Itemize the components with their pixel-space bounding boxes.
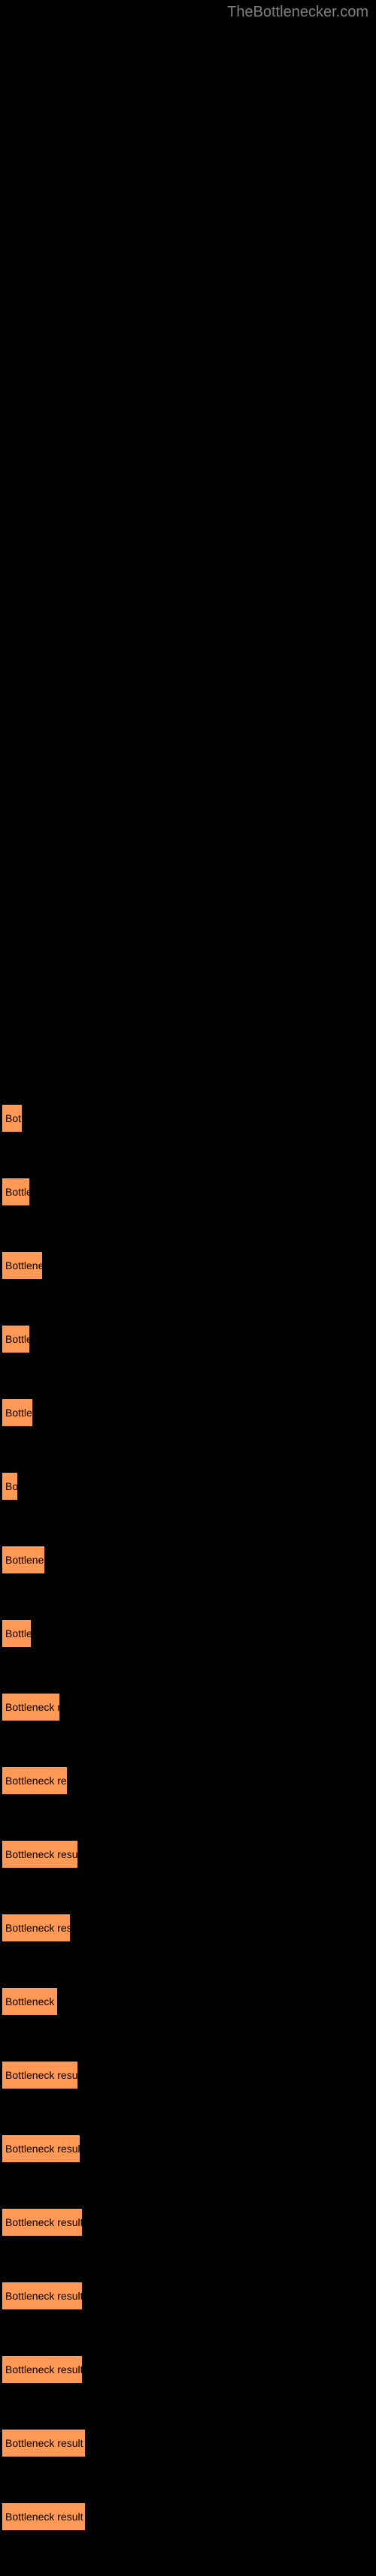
chart-bar: Bottleneck result xyxy=(2,1840,78,1869)
bar-row: Bottle xyxy=(2,1325,376,1353)
chart-bar: Bottleneck result xyxy=(2,2355,83,2384)
chart-bar: Bottleneck r xyxy=(2,1987,58,2016)
bar-row: Bottleneck re xyxy=(2,1693,376,1721)
chart-bar: Bottleneck result xyxy=(2,2502,86,2531)
chart-bar: Bottleneck result xyxy=(2,2208,83,2237)
bar-row: Bottleneck res xyxy=(2,1766,376,1795)
bar-row: Bottleneck result xyxy=(2,2355,376,2384)
chart-bar: Bo xyxy=(2,1472,18,1501)
chart-bar: Bottlenec xyxy=(2,1251,43,1280)
chart-bar: Bottler xyxy=(2,1398,33,1427)
bar-row: Bottleneck result xyxy=(2,2134,376,2163)
chart-bar: Bottlenec xyxy=(2,1546,45,1574)
chart-bar: Bottleneck result xyxy=(2,2061,78,2089)
chart-bar: Bottleneck result xyxy=(2,2282,83,2310)
bar-row: Bottleneck resu xyxy=(2,1914,376,1942)
bar-row: Bottleneck result xyxy=(2,2208,376,2237)
chart-bar: Bottle xyxy=(2,1178,30,1206)
bar-chart: Bot Bottle Bottlenec Bottle Bottler Bo Bottlen… xyxy=(0,1104,376,2531)
chart-bar: Bottleneck result xyxy=(2,2429,86,2457)
chart-bar: Bottle xyxy=(2,1325,30,1353)
bar-row: Bottleneck r xyxy=(2,1987,376,2016)
bar-row: Bottlenec xyxy=(2,1251,376,1280)
bar-row: Bottle xyxy=(2,1178,376,1206)
chart-bar: Bot xyxy=(2,1104,23,1133)
bar-row: Bot xyxy=(2,1104,376,1133)
chart-bar: Bottleneck resu xyxy=(2,1914,71,1942)
bar-row: Bo xyxy=(2,1472,376,1501)
bar-row: Bottleneck result xyxy=(2,2061,376,2089)
bar-row: Bottleneck result xyxy=(2,2282,376,2310)
watermark-text: TheBottlenecker.com xyxy=(227,4,368,21)
bar-row: Bottleneck result xyxy=(2,2429,376,2457)
bar-row: Bottle xyxy=(2,1619,376,1648)
bar-row: Bottler xyxy=(2,1398,376,1427)
top-spacer xyxy=(0,0,376,1104)
chart-bar: Bottleneck re xyxy=(2,1693,60,1721)
chart-bar: Bottleneck res xyxy=(2,1766,68,1795)
bar-row: Bottleneck result xyxy=(2,1840,376,1869)
chart-bar: Bottleneck result xyxy=(2,2134,80,2163)
chart-bar: Bottle xyxy=(2,1619,32,1648)
bar-row: Bottleneck result xyxy=(2,2502,376,2531)
bar-row: Bottlenec xyxy=(2,1546,376,1574)
